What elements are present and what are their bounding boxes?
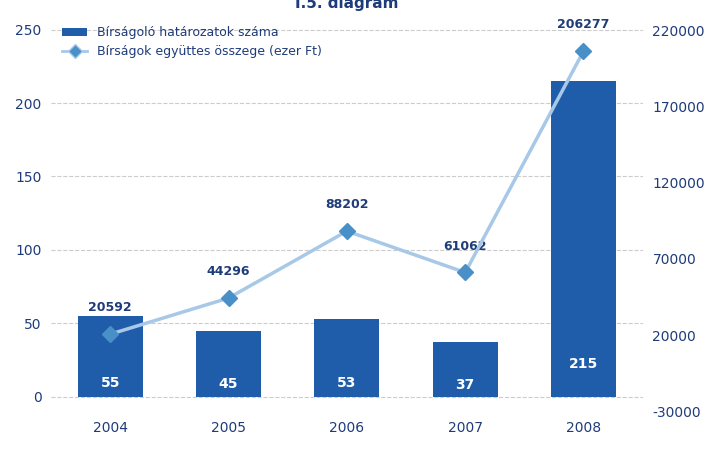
Text: 215: 215 <box>569 357 598 371</box>
Text: 61062: 61062 <box>444 240 487 252</box>
Text: 20592: 20592 <box>89 302 132 315</box>
Text: 37: 37 <box>456 378 474 392</box>
Bar <box>78 316 143 396</box>
Text: 55: 55 <box>101 376 120 390</box>
Bar <box>433 342 498 396</box>
Text: 206277: 206277 <box>557 18 610 32</box>
Legend: Bírságoló határozatok száma, Bírságok együttes összege (ezer Ft): Bírságoló határozatok száma, Bírságok eg… <box>58 21 327 63</box>
Bar <box>551 81 616 396</box>
Text: I.5. diagram: I.5. diagram <box>295 0 399 11</box>
Text: 53: 53 <box>337 376 356 391</box>
Bar <box>196 331 261 396</box>
Text: 45: 45 <box>219 377 238 392</box>
Text: 88202: 88202 <box>325 198 369 211</box>
Bar <box>315 319 379 396</box>
Text: 44296: 44296 <box>207 265 251 278</box>
